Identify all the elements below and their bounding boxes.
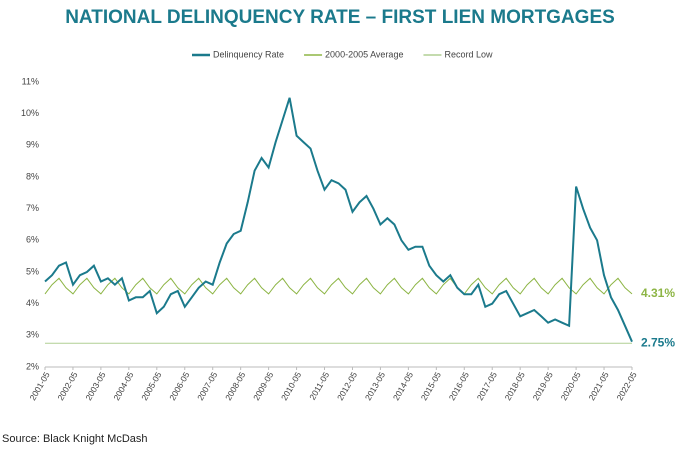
x-tick-label: 2009-05 bbox=[251, 370, 275, 402]
legend-label: 2000-2005 Average bbox=[325, 49, 403, 59]
x-tick-label: 2008-05 bbox=[223, 370, 247, 402]
x-tick-label: 2006-05 bbox=[167, 370, 191, 402]
x-tick-label: 2010-05 bbox=[279, 370, 303, 402]
x-tick-label: 2018-05 bbox=[503, 370, 527, 402]
x-tick-label: 2021-05 bbox=[586, 370, 610, 402]
x-tick-label: 2003-05 bbox=[83, 370, 107, 402]
x-tick-label: 2020-05 bbox=[559, 370, 583, 402]
y-tick-label: 10% bbox=[21, 108, 39, 118]
x-tick-label: 2022-05 bbox=[614, 370, 638, 402]
source: Source: Black Knight McDash bbox=[2, 433, 148, 445]
y-tick-label: 4% bbox=[26, 298, 39, 308]
x-tick-label: 2013-05 bbox=[363, 370, 387, 402]
series-line bbox=[44, 97, 633, 343]
y-tick-label: 7% bbox=[26, 203, 39, 213]
y-tick-label: 6% bbox=[26, 235, 39, 245]
x-tick-label: 2005-05 bbox=[139, 370, 163, 402]
x-tick-label: 2002-05 bbox=[55, 370, 79, 402]
x-tick-label: 2014-05 bbox=[391, 370, 415, 402]
y-tick-label: 2% bbox=[26, 361, 39, 371]
x-tick-label: 2001-05 bbox=[27, 370, 51, 402]
x-tick-label: 2019-05 bbox=[531, 370, 555, 402]
y-tick-label: 3% bbox=[26, 330, 39, 340]
y-tick-label: 11% bbox=[22, 76, 39, 86]
x-tick-label: 2012-05 bbox=[335, 370, 359, 402]
y-tick-label: 9% bbox=[26, 140, 39, 150]
y-tick-label: 8% bbox=[26, 171, 39, 181]
y-tick-label: 5% bbox=[26, 266, 39, 276]
series-line bbox=[44, 277, 633, 295]
legend-label: Delinquency Rate bbox=[213, 49, 284, 59]
x-tick-label: 2016-05 bbox=[447, 370, 471, 402]
x-tick-label: 2004-05 bbox=[111, 370, 135, 402]
x-tick-label: 2015-05 bbox=[419, 370, 443, 402]
x-tick-label: 2017-05 bbox=[475, 370, 499, 402]
annotation: 2.75% bbox=[641, 335, 675, 349]
chart-title: NATIONAL DELINQUENCY RATE – FIRST LIEN M… bbox=[65, 7, 615, 28]
legend-label: Record Low bbox=[444, 49, 493, 59]
x-tick-label: 2011-05 bbox=[307, 370, 331, 402]
x-tick-label: 2007-05 bbox=[195, 370, 219, 402]
annotation: 4.31% bbox=[641, 286, 675, 300]
